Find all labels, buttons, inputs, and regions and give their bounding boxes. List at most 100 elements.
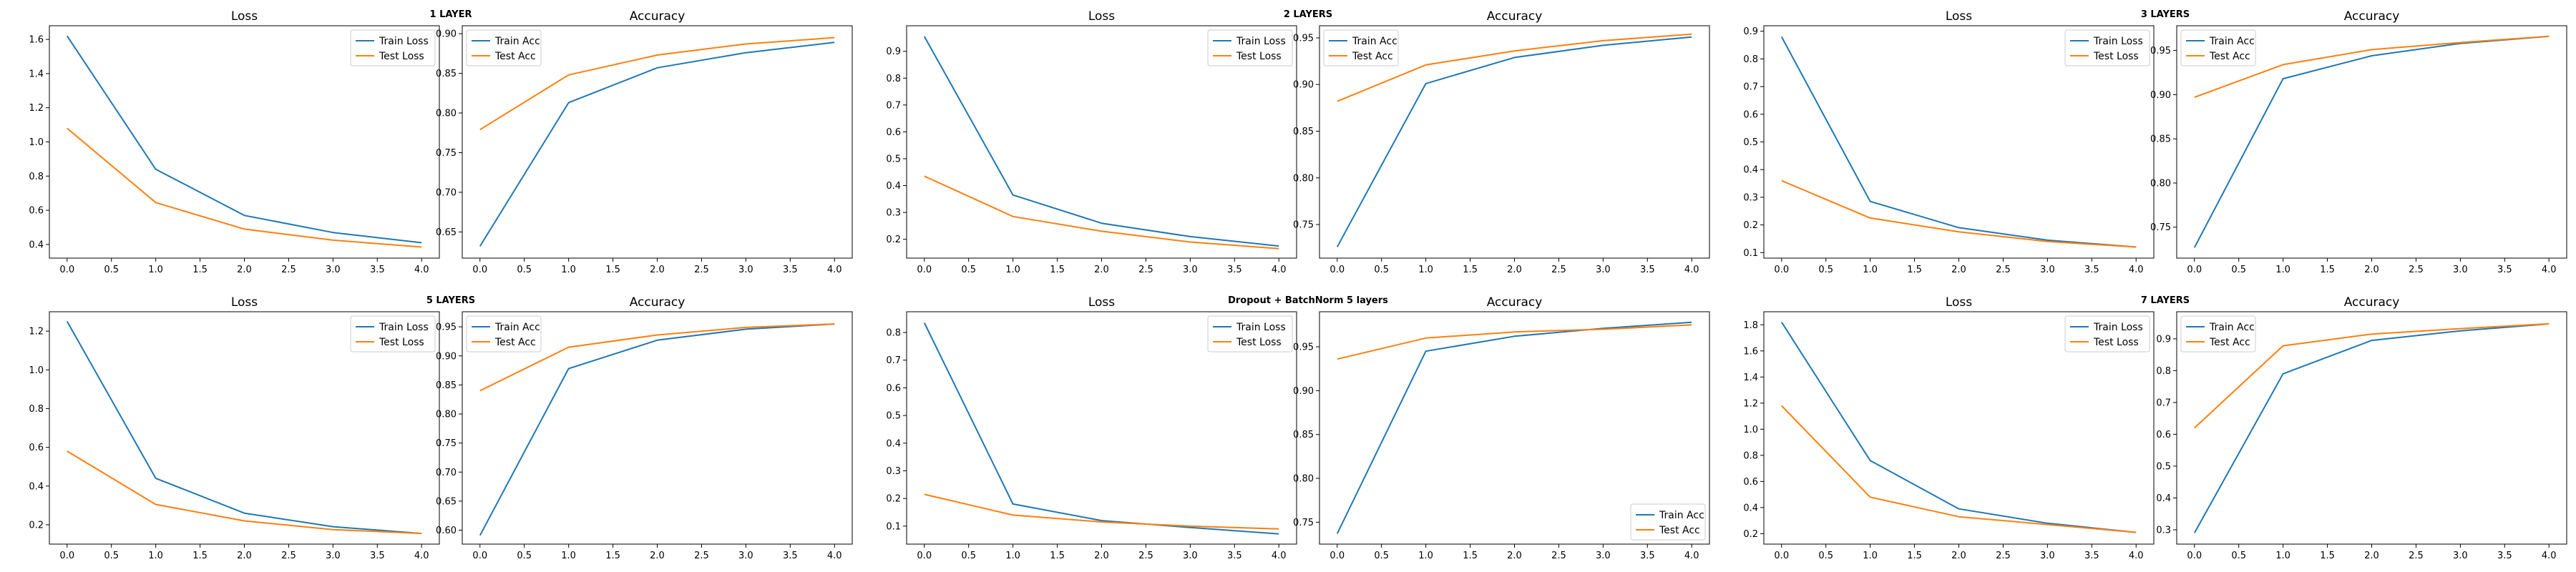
y-tick-label: 0.75 [2150,222,2171,233]
legend: Train Acc Test Acc [466,29,542,66]
series-line-train [1780,322,2137,533]
series-line-test [479,323,835,392]
y-tick-label: 0.75 [436,148,457,159]
legend-label: Train Acc [494,36,540,47]
x-tick-label: 4.0 [1684,551,1699,561]
y-tick-label: 0.90 [1293,386,1314,397]
y-tick-label: 0.5 [1743,137,1758,148]
x-tick-label: 1.5 [2320,265,2335,275]
y-tick-label: 0.9 [1743,26,1758,37]
y-tick-label: 0.1 [1743,248,1758,259]
y-tick-label: 0.65 [436,227,457,238]
x-tick-label: 0.0 [1330,551,1345,561]
loss-title: Loss [1088,295,1115,310]
y-tick-label: 0.4 [886,181,901,192]
x-tick-label: 0.5 [104,265,119,275]
series-line-train [1336,36,1692,247]
legend-box [1207,29,1293,66]
y-tick-label: 0.2 [886,235,901,245]
legend-box [466,315,542,352]
y-tick-label: 1.8 [1743,320,1758,331]
x-tick-label: 1.5 [605,551,620,561]
legend: Train Loss Test Loss [1207,315,1293,352]
legend-label: Train Acc [494,322,540,333]
x-tick-label: 3.0 [738,551,753,561]
x-tick-label: 3.5 [370,265,385,275]
y-tick-label: 0.6 [1743,109,1758,120]
y-tick-label: 0.6 [2156,430,2171,440]
x-tick-label: 2.0 [237,265,252,275]
legend-label: Train Acc [1352,36,1397,47]
legend-box [1207,315,1293,352]
y-tick-label: 0.85 [1293,127,1314,137]
y-tick-label: 0.1 [886,521,901,532]
x-tick-label: 0.5 [1818,265,1833,275]
y-tick-label: 0.6 [29,206,44,217]
y-tick-label: 0.90 [1293,80,1314,91]
x-tick-label: 3.0 [1596,551,1611,561]
y-tick-label: 0.2 [29,520,44,531]
x-tick-label: 0.0 [917,551,932,561]
y-tick-label: 0.8 [886,328,901,339]
y-tick-label: 0.5 [2156,461,2171,472]
legend: Train Loss Test Loss [350,315,436,352]
x-tick-label: 1.5 [1907,265,1922,275]
series-line-test [924,493,1279,530]
y-tick-label: 0.80 [436,410,457,420]
x-tick-label: 1.0 [148,265,163,275]
accuracy-plot: Accuracy 0.0 0.5 1.0 1.5 2.0 2.5 3.0 3.5 4.0 0.3 0.… [2156,295,2567,561]
x-tick-label: 0.5 [961,551,976,561]
x-tick-label: 0.5 [104,551,119,561]
y-tick-label: 0.6 [29,443,44,453]
y-tick-label: 1.2 [29,327,44,337]
y-tick-label: 0.3 [1743,192,1758,203]
y-tick-label: 0.90 [436,351,457,362]
x-tick-label: 1.0 [561,265,576,275]
series-line-test [67,450,422,535]
series-line-test [2194,322,2550,429]
x-tick-label: 2.5 [694,265,709,275]
x-tick-label: 4.0 [414,551,429,561]
x-tick-label: 1.5 [1907,551,1922,561]
x-tick-label: 3.0 [326,265,341,275]
x-tick-label: 4.0 [2129,551,2144,561]
x-tick-label: 3.0 [738,265,753,275]
x-tick-label: 3.0 [1183,265,1198,275]
x-tick-label: 3.5 [2084,265,2099,275]
x-tick-label: 0.0 [59,265,74,275]
y-tick-label: 0.4 [29,240,44,250]
legend-label: Test Acc [494,337,536,348]
x-tick-label: 2.0 [1094,551,1109,561]
y-tick-label: 1.6 [29,35,44,46]
x-tick-label: 1.5 [192,551,208,561]
y-tick-label: 0.2 [1743,220,1758,231]
x-tick-label: 2.0 [237,551,252,561]
x-tick-label: 3.5 [1640,265,1655,275]
x-tick-label: 3.5 [1640,551,1655,561]
loss-title: Loss [1088,9,1115,24]
y-tick-label: 0.65 [436,496,457,507]
legend: Train Acc Test Acc [466,315,542,352]
legend-label: Test Acc [494,51,536,62]
series-line-test [924,175,1279,250]
y-tick-label: 0.60 [436,526,457,536]
accuracy-title: Accuracy [1487,9,1543,24]
y-tick-label: 0.8 [2156,366,2171,377]
x-tick-label: 0.5 [517,265,532,275]
legend-label: Test Acc [1352,51,1393,62]
y-tick-label: 0.5 [886,411,901,422]
y-tick-label: 0.90 [436,29,457,40]
y-tick-label: 0.6 [886,383,901,394]
y-tick-label: 0.85 [2150,134,2171,145]
x-tick-label: 0.5 [2231,265,2246,275]
y-tick-label: 0.80 [2150,178,2171,189]
x-tick-label: 0.5 [961,265,976,275]
group-label: 3 LAYERS [2141,9,2190,20]
x-tick-label: 3.0 [2453,551,2468,561]
accuracy-plot: Accuracy 0.0 0.5 1.0 1.5 2.0 2.5 3.0 3.5 4.0 0.65 0… [436,9,853,275]
x-tick-label: 2.5 [1551,551,1566,561]
x-tick-label: 0.5 [1374,265,1389,275]
y-tick-label: 0.80 [1293,173,1314,184]
x-tick-label: 2.5 [2409,265,2424,275]
x-tick-label: 1.0 [1863,265,1878,275]
